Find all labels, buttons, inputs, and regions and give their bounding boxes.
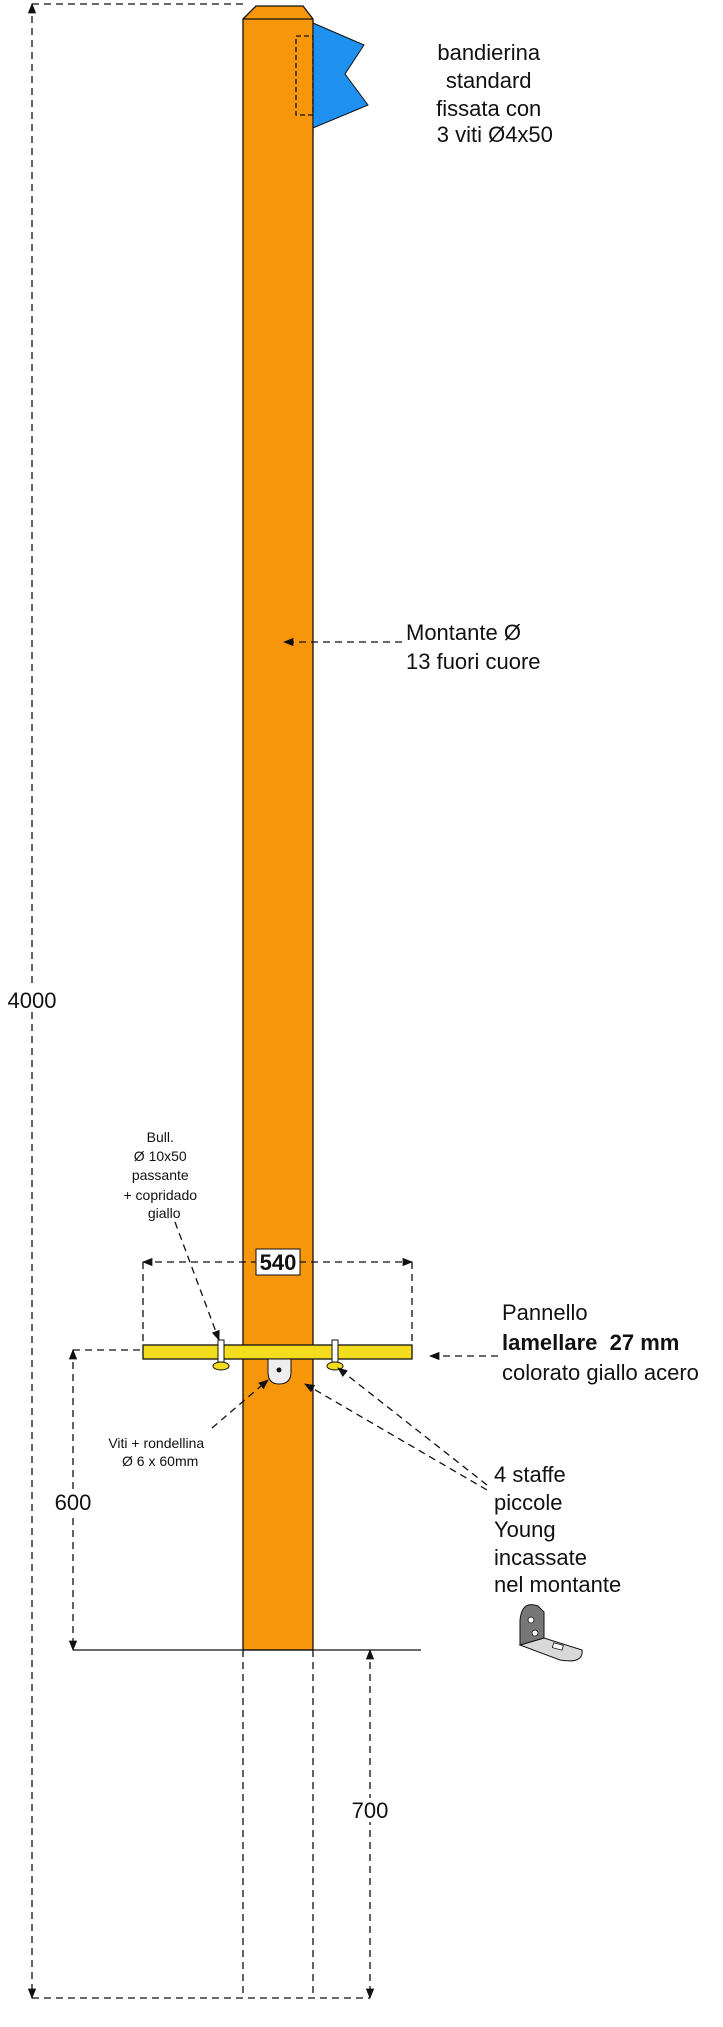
flag-note-line: fissata con	[436, 96, 541, 121]
flag-note: bandierina standard fissata con 3 viti Ø…	[0, 0, 572, 147]
screw-note-line: Viti + rondellina	[108, 1435, 204, 1451]
bracket-hole	[276, 1367, 282, 1373]
bolt-leader	[174, 1221, 220, 1341]
screw-note-line: Ø 6 x 60mm	[122, 1453, 198, 1469]
bracket-note-line: incassate	[494, 1545, 587, 1570]
label-bg	[347, 1798, 393, 1822]
bolt	[326, 1339, 344, 1371]
panel-note-line: colorato giallo acero	[502, 1360, 699, 1385]
label-bg	[6, 988, 58, 1012]
post	[242, 5, 314, 1651]
height-label: 4000	[8, 988, 57, 1013]
flag-note-line: standard	[446, 68, 532, 93]
width-label: 540	[260, 1250, 297, 1275]
panel-note-line: Pannello	[502, 1300, 588, 1325]
panel	[142, 1344, 413, 1360]
bolt-note-line: passante	[132, 1167, 189, 1183]
bracket-note-line: piccole	[494, 1490, 562, 1515]
bracket-note: 4 staffe piccole Young incassate nel mon…	[494, 1462, 621, 1597]
panel-note-line: lamellare 27 mm	[502, 1330, 679, 1355]
panel-note: Pannello lamellare 27 mm colorato giallo…	[502, 1300, 699, 1385]
flag-note-line: bandierina	[437, 40, 541, 65]
flag-note-line: 3 viti Ø4x50	[437, 122, 553, 147]
screw-note: Viti + rondellina Ø 6 x 60mm	[0, 0, 224, 1469]
bracket-leader	[304, 1383, 488, 1491]
bracket-note-line: 4 staffe	[494, 1462, 566, 1487]
post-note-line: Montante Ø	[406, 620, 521, 645]
bracket-note-line: Young	[494, 1517, 556, 1542]
bracket-icon	[518, 1604, 583, 1662]
screw-leader	[211, 1379, 269, 1429]
bracket-leader	[337, 1367, 488, 1486]
bolt-note-line: giallo	[148, 1205, 181, 1221]
flag-fixing	[295, 35, 314, 116]
label-box	[255, 1248, 301, 1276]
bracket-note-line: nel montante	[494, 1572, 621, 1597]
bolt-note-line: + copridado	[123, 1187, 197, 1203]
bolt-note: Bull. Ø 10x50 passante + copridado giall…	[0, 0, 217, 1221]
label-bg	[50, 1490, 96, 1514]
bolt	[212, 1339, 230, 1371]
post-note-line: 13 fuori cuore	[406, 649, 541, 674]
bolt-note-line: Bull.	[147, 1129, 174, 1145]
panel-height-label: 600	[55, 1490, 92, 1515]
depth-label: 700	[352, 1798, 389, 1823]
bolt-note-line: Ø 10x50	[134, 1148, 187, 1164]
post-note: Montante Ø 13 fuori cuore	[0, 0, 559, 674]
flag	[312, 22, 369, 129]
